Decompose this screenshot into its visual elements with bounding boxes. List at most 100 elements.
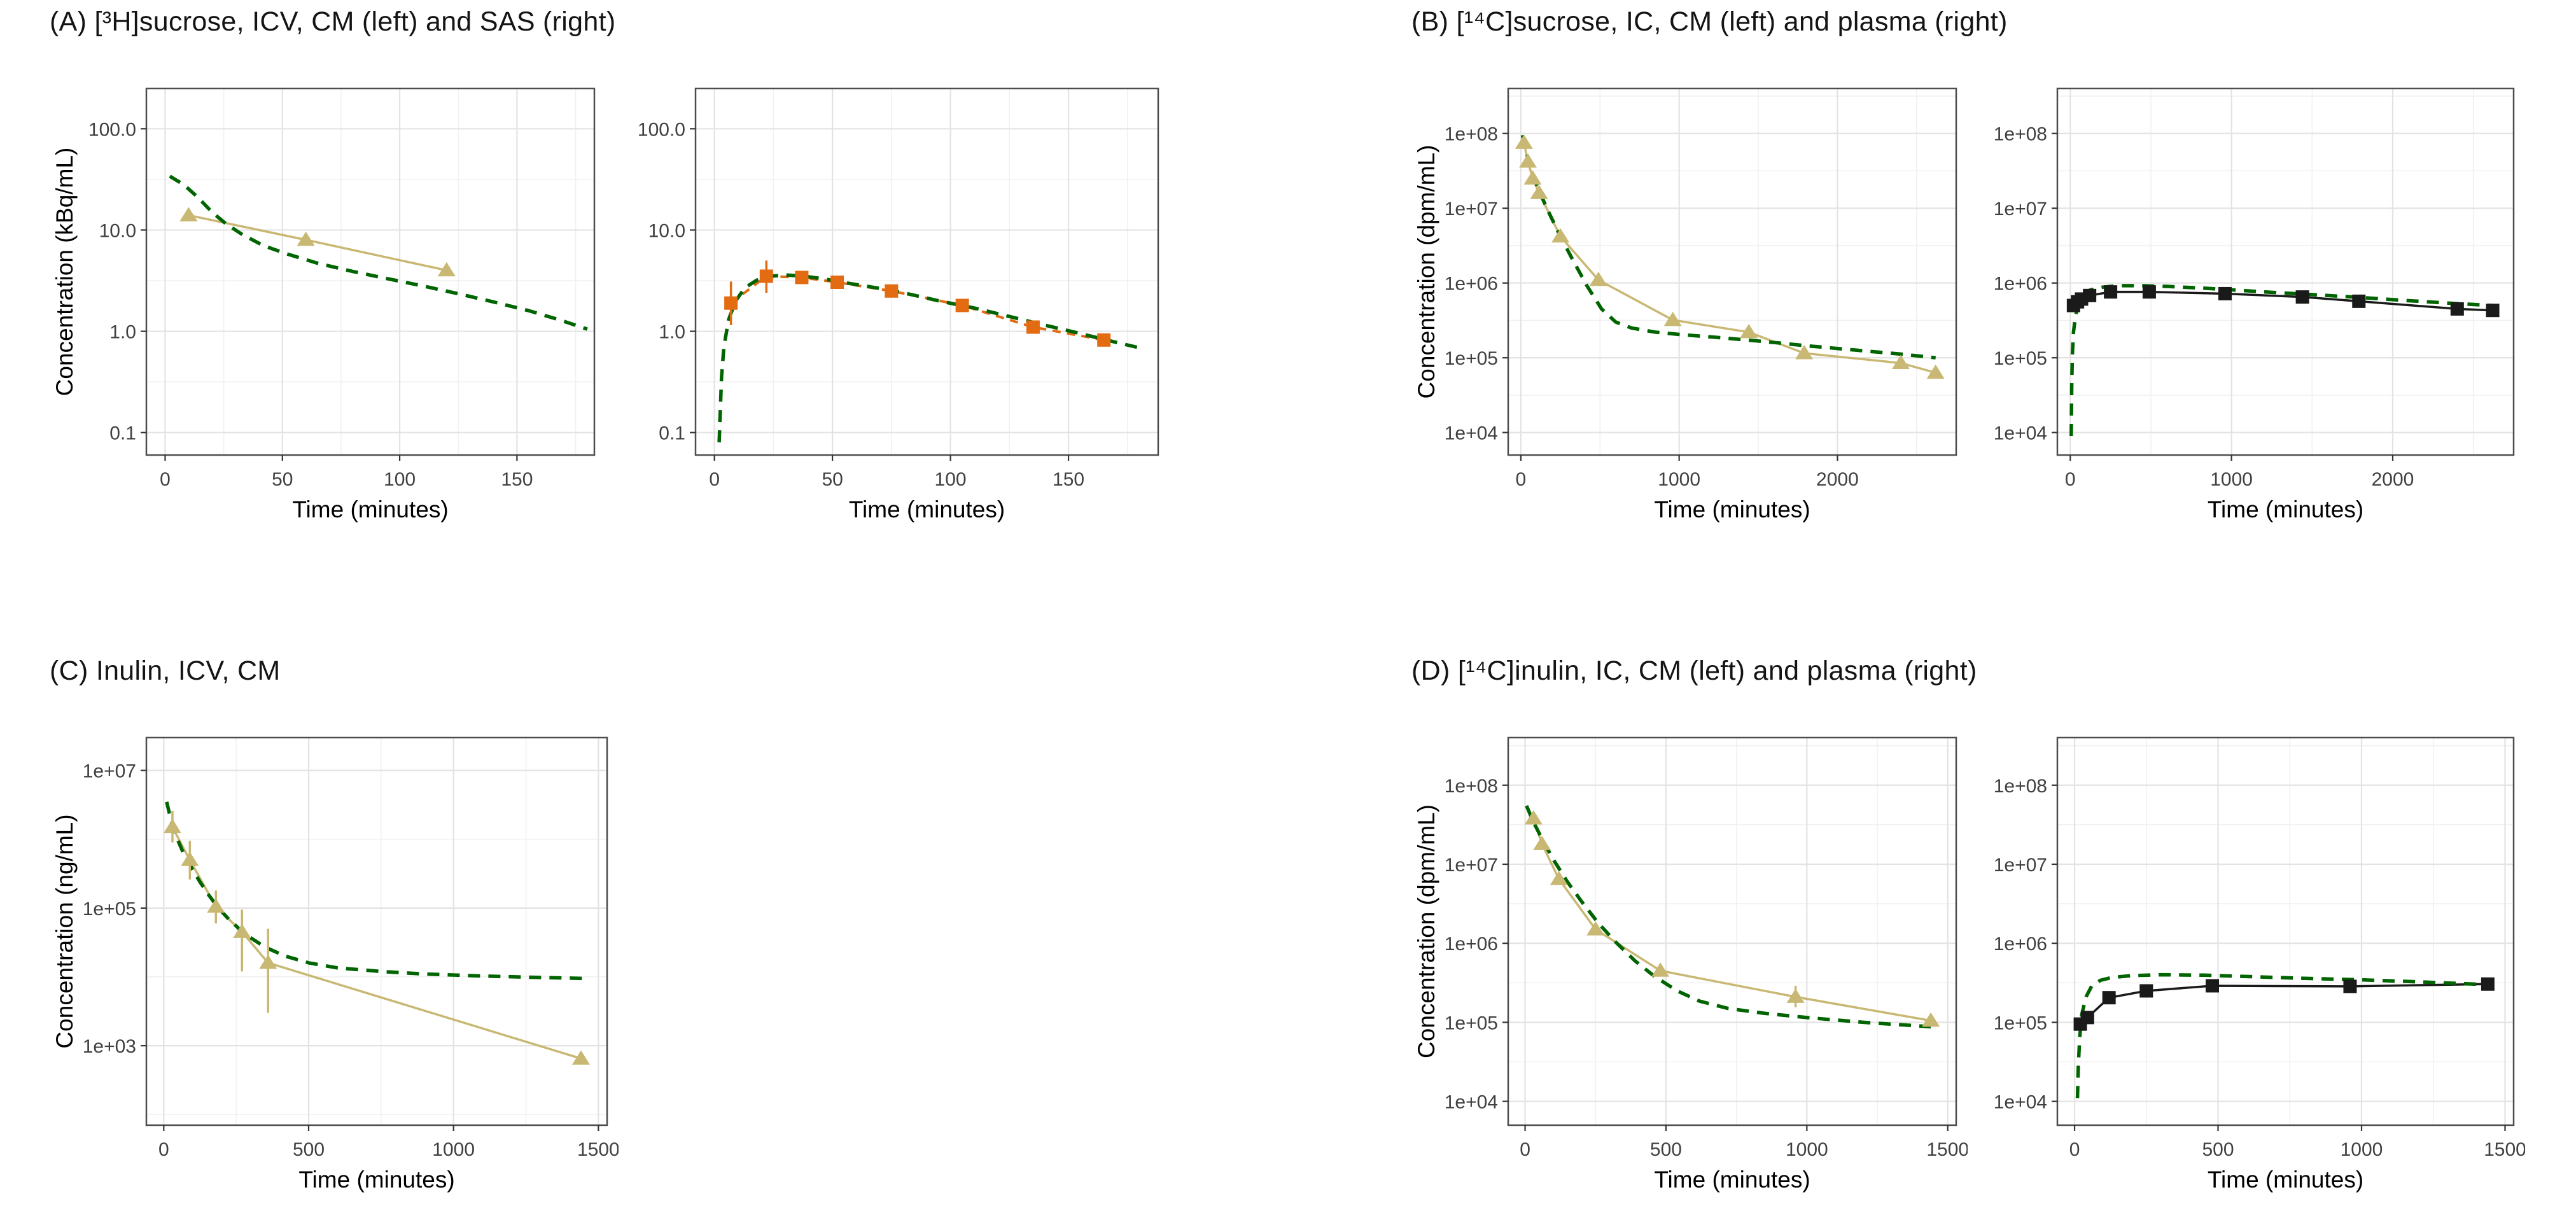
- x-tick-label: 0: [160, 469, 171, 490]
- x-tick-label: 100: [935, 469, 967, 490]
- y-tick-label: 1e+06: [1994, 934, 2047, 955]
- panel-D-charts: 0 500 1000 1500 1e+04 1e+05 1e+06 1e+07 1e+08 Tim…: [1408, 722, 2525, 1196]
- marker-square: [2481, 977, 2495, 991]
- marker-square: [830, 276, 844, 290]
- marker-triangle: [179, 207, 198, 221]
- y-tick-label: 1e+05: [1445, 348, 1498, 369]
- x-tick-label: 50: [272, 469, 293, 490]
- x-axis-label: Time (minutes): [1654, 1167, 1810, 1193]
- x-tick-label: 100: [384, 469, 416, 490]
- x-tick-label: 0: [1516, 469, 1527, 490]
- y-tick-label: 100.0: [638, 119, 685, 140]
- y-tick-label: 1e+07: [1994, 855, 2047, 876]
- chart-B-right: 0 1000 2000 1e+04 1e+05 1e+06 1e+07 1e+08 Time (…: [1994, 87, 2515, 522]
- marker-square: [1026, 320, 1040, 334]
- x-tick-label: 2000: [2372, 469, 2414, 490]
- chart-C-left: 0 500 1000 1500 1e+03 1e+05 1e+07 Time (minutes…: [52, 736, 619, 1193]
- y-tick-label: 1e+07: [83, 761, 136, 782]
- x-tick-label: 0: [2065, 469, 2076, 490]
- marker-square: [2450, 302, 2464, 316]
- x-tick-label: 0: [1520, 1139, 1530, 1160]
- y-tick-label: 10.0: [648, 220, 685, 241]
- y-tick-label: 1e+08: [1994, 776, 2047, 797]
- marker-triangle: [233, 923, 251, 938]
- y-tick-label: 1e+08: [1445, 124, 1498, 145]
- plot-border: [1507, 87, 1957, 456]
- marker-triangle: [1651, 962, 1670, 977]
- marker-triangle: [1891, 354, 1910, 369]
- plot-area: [1508, 88, 1956, 455]
- marker-triangle: [259, 954, 277, 969]
- marker-square: [2486, 304, 2500, 318]
- x-tick-label: 1000: [432, 1139, 475, 1160]
- y-tick-label: 1e+04: [1445, 1092, 1498, 1113]
- y-tick-label: 100.0: [88, 119, 136, 140]
- panel-C-charts: 0 500 1000 1500 1e+03 1e+05 1e+07 Time (minutes…: [46, 722, 619, 1196]
- marker-triangle: [1523, 170, 1542, 185]
- y-tick-label: 1e+05: [1994, 1013, 2047, 1034]
- panel-A: (A) [³H]sucrose, ICV, CM (left) and SAS …: [46, 6, 1170, 526]
- marker-triangle: [1922, 1012, 1940, 1027]
- x-axis-label: Time (minutes): [1654, 496, 1810, 522]
- y-tick-label: 1e+05: [83, 899, 136, 920]
- y-tick-label: 1e+07: [1445, 855, 1498, 876]
- marker-triangle: [1740, 323, 1758, 339]
- y-tick-label: 0.1: [659, 423, 685, 444]
- panel-C-title: (C) Inulin, ICV, CM: [50, 656, 281, 686]
- marker-triangle: [1530, 185, 1548, 199]
- marker-square: [2080, 1011, 2094, 1025]
- marker-square: [724, 296, 738, 310]
- y-tick-label: 1e+04: [1994, 1092, 2047, 1113]
- panel-D: (D) [¹⁴C]inulin, IC, CM (left) and plasm…: [1408, 656, 2525, 1196]
- marker-triangle: [1926, 364, 1945, 379]
- y-tick-label: 1e+06: [1994, 274, 2047, 295]
- panel-B-title: (B) [¹⁴C]sucrose, IC, CM (left) and plas…: [1411, 6, 2008, 37]
- marker-triangle: [437, 262, 456, 277]
- marker-triangle: [1519, 153, 1537, 168]
- y-axis-label: Concentration (kBq/mL): [52, 148, 78, 396]
- plot-area: [1508, 738, 1956, 1125]
- marker-triangle: [1786, 988, 1805, 1003]
- y-tick-label: 1e+07: [1445, 199, 1498, 220]
- x-axis-label: Time (minutes): [2208, 1167, 2363, 1193]
- panel-B: (B) [¹⁴C]sucrose, IC, CM (left) and plas…: [1408, 6, 2525, 526]
- plot-border: [694, 87, 1159, 456]
- marker-triangle: [297, 231, 315, 246]
- plot-area: [2057, 88, 2514, 455]
- y-tick-label: 1e+04: [1994, 423, 2047, 444]
- x-tick-label: 150: [501, 469, 533, 490]
- marker-triangle: [572, 1050, 591, 1065]
- x-tick-label: 1500: [577, 1139, 619, 1160]
- x-tick-label: 2000: [1816, 469, 1859, 490]
- x-axis-label: Time (minutes): [292, 496, 448, 522]
- x-tick-label: 1000: [1786, 1139, 1828, 1160]
- marker-square: [955, 298, 969, 312]
- marker-triangle: [1524, 810, 1543, 825]
- marker-square: [885, 284, 899, 298]
- marker-triangle: [181, 852, 199, 866]
- panel-B-charts: 0 1000 2000 1e+04 1e+05 1e+06 1e+07 1e+08 Time (…: [1408, 73, 2525, 526]
- y-axis-label: Concentration (dpm/mL): [1413, 804, 1439, 1058]
- panel-A-charts: 0 50 100 150 0.1 1.0 10.0 100.0 Time (minutes) Co…: [46, 73, 1170, 526]
- marker-square: [2343, 979, 2357, 993]
- x-tick-label: 0: [709, 469, 720, 490]
- plot-border: [145, 87, 596, 456]
- panel-C: (C) Inulin, ICV, CM 0 500 1000 1500 1e+03 1e+…: [46, 656, 619, 1196]
- x-tick-label: 1500: [2484, 1139, 2525, 1160]
- y-axis-label: Concentration (dpm/mL): [1413, 145, 1439, 399]
- marker-square: [2102, 991, 2116, 1005]
- marker-triangle: [1515, 134, 1533, 149]
- marker-triangle: [207, 898, 225, 913]
- marker-square: [2295, 290, 2309, 304]
- x-tick-label: 500: [2202, 1139, 2234, 1160]
- plot-border: [1507, 736, 1957, 1126]
- marker-triangle: [1586, 921, 1605, 936]
- y-tick-label: 1e+04: [1445, 423, 1498, 444]
- y-tick-label: 10.0: [99, 220, 136, 241]
- x-tick-label: 0: [158, 1139, 169, 1160]
- y-tick-label: 1e+06: [1445, 934, 1498, 955]
- marker-square: [2206, 979, 2220, 993]
- marker-square: [2083, 288, 2097, 302]
- series-line-predicted: [1525, 804, 1931, 1029]
